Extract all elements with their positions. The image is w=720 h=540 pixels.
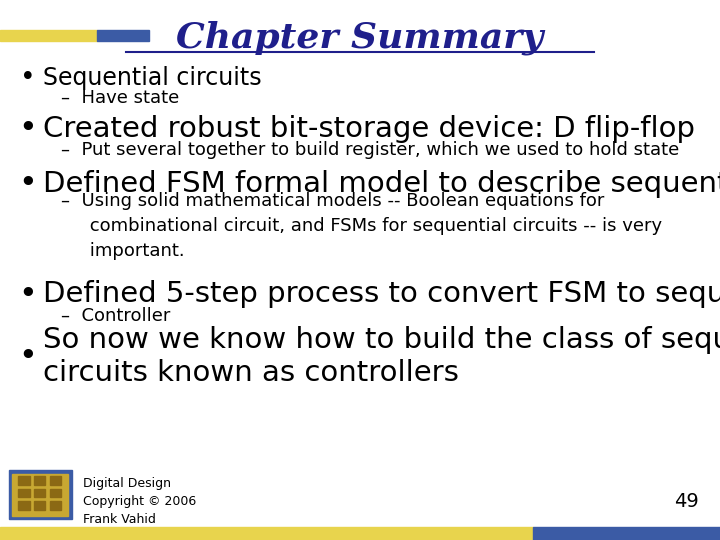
Bar [50, 489, 61, 497]
Bar [18, 489, 30, 497]
Text: •: • [19, 65, 35, 91]
Text: Defined FSM formal model to describe sequential behavior: Defined FSM formal model to describe seq… [43, 170, 720, 198]
Bar [97, 30, 149, 41]
Text: Sequential circuits: Sequential circuits [43, 66, 262, 90]
Bar [533, 527, 720, 540]
Text: Defined 5-step process to convert FSM to sequential circuit: Defined 5-step process to convert FSM to… [43, 280, 720, 308]
Bar [50, 476, 61, 485]
Bar [34, 476, 45, 485]
Bar [50, 501, 61, 510]
Bar [9, 470, 72, 519]
Text: •: • [18, 279, 37, 310]
Text: –  Controller: – Controller [61, 307, 171, 325]
Bar [18, 476, 30, 485]
Bar [18, 501, 30, 510]
Text: 49: 49 [674, 491, 698, 511]
Bar [12, 474, 68, 516]
Bar [0, 527, 533, 540]
Bar [34, 501, 45, 510]
Text: –  Have state: – Have state [61, 89, 179, 107]
Text: –  Put several together to build register, which we used to hold state: – Put several together to build register… [61, 141, 680, 159]
Bar [0, 30, 97, 41]
Text: Created robust bit-storage device: D flip-flop: Created robust bit-storage device: D fli… [43, 114, 696, 143]
Text: Chapter Summary: Chapter Summary [176, 21, 544, 55]
Text: •: • [18, 168, 37, 199]
Text: Digital Design
Copyright © 2006
Frank Vahid: Digital Design Copyright © 2006 Frank Va… [83, 477, 196, 525]
Text: –  Using solid mathematical models -- Boolean equations for
     combinational c: – Using solid mathematical models -- Boo… [61, 192, 662, 260]
Text: •: • [18, 341, 37, 372]
Bar [34, 489, 45, 497]
Text: So now we know how to build the class of sequential
circuits known as controller: So now we know how to build the class of… [43, 326, 720, 387]
Text: •: • [18, 113, 37, 144]
